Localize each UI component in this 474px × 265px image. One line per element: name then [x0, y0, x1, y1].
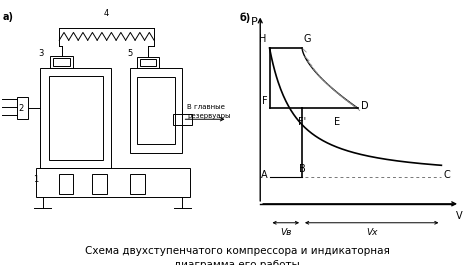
- Bar: [92, 174, 107, 194]
- Text: E: E: [334, 117, 340, 127]
- Text: 4: 4: [104, 9, 109, 18]
- Text: резервуары: резервуары: [187, 113, 231, 119]
- Bar: [40, 68, 111, 168]
- Text: Схема двухступенчатого компрессора и индикаторная: Схема двухступенчатого компрессора и инд…: [84, 246, 390, 257]
- Text: 1: 1: [33, 175, 38, 184]
- Bar: [137, 77, 175, 144]
- Bar: [140, 59, 156, 66]
- Text: G: G: [303, 34, 310, 43]
- Bar: [53, 58, 70, 66]
- Text: H: H: [259, 34, 266, 43]
- Text: P: P: [251, 17, 258, 27]
- Text: A: A: [261, 170, 267, 180]
- Text: Vв: Vв: [280, 228, 292, 237]
- Bar: [36, 168, 190, 197]
- Bar: [48, 76, 103, 160]
- Bar: [50, 56, 73, 68]
- Bar: [137, 57, 159, 68]
- Bar: [59, 174, 73, 194]
- Bar: [17, 97, 28, 119]
- Text: б): б): [239, 12, 251, 23]
- Text: V: V: [456, 210, 462, 220]
- Text: C: C: [444, 170, 450, 180]
- Text: Vх: Vх: [366, 228, 377, 237]
- Bar: [130, 174, 145, 194]
- Text: В главные: В главные: [187, 104, 225, 110]
- Bar: [173, 114, 192, 125]
- Text: 2: 2: [18, 104, 24, 113]
- Text: F: F: [262, 96, 267, 106]
- Text: 5: 5: [128, 49, 133, 58]
- Text: F': F': [298, 117, 306, 127]
- Text: а): а): [2, 12, 13, 23]
- Text: D: D: [361, 101, 369, 111]
- Bar: [130, 68, 182, 153]
- Text: 3: 3: [38, 49, 44, 58]
- Text: B: B: [299, 164, 305, 174]
- Text: диаграмма его работы: диаграмма его работы: [174, 260, 300, 265]
